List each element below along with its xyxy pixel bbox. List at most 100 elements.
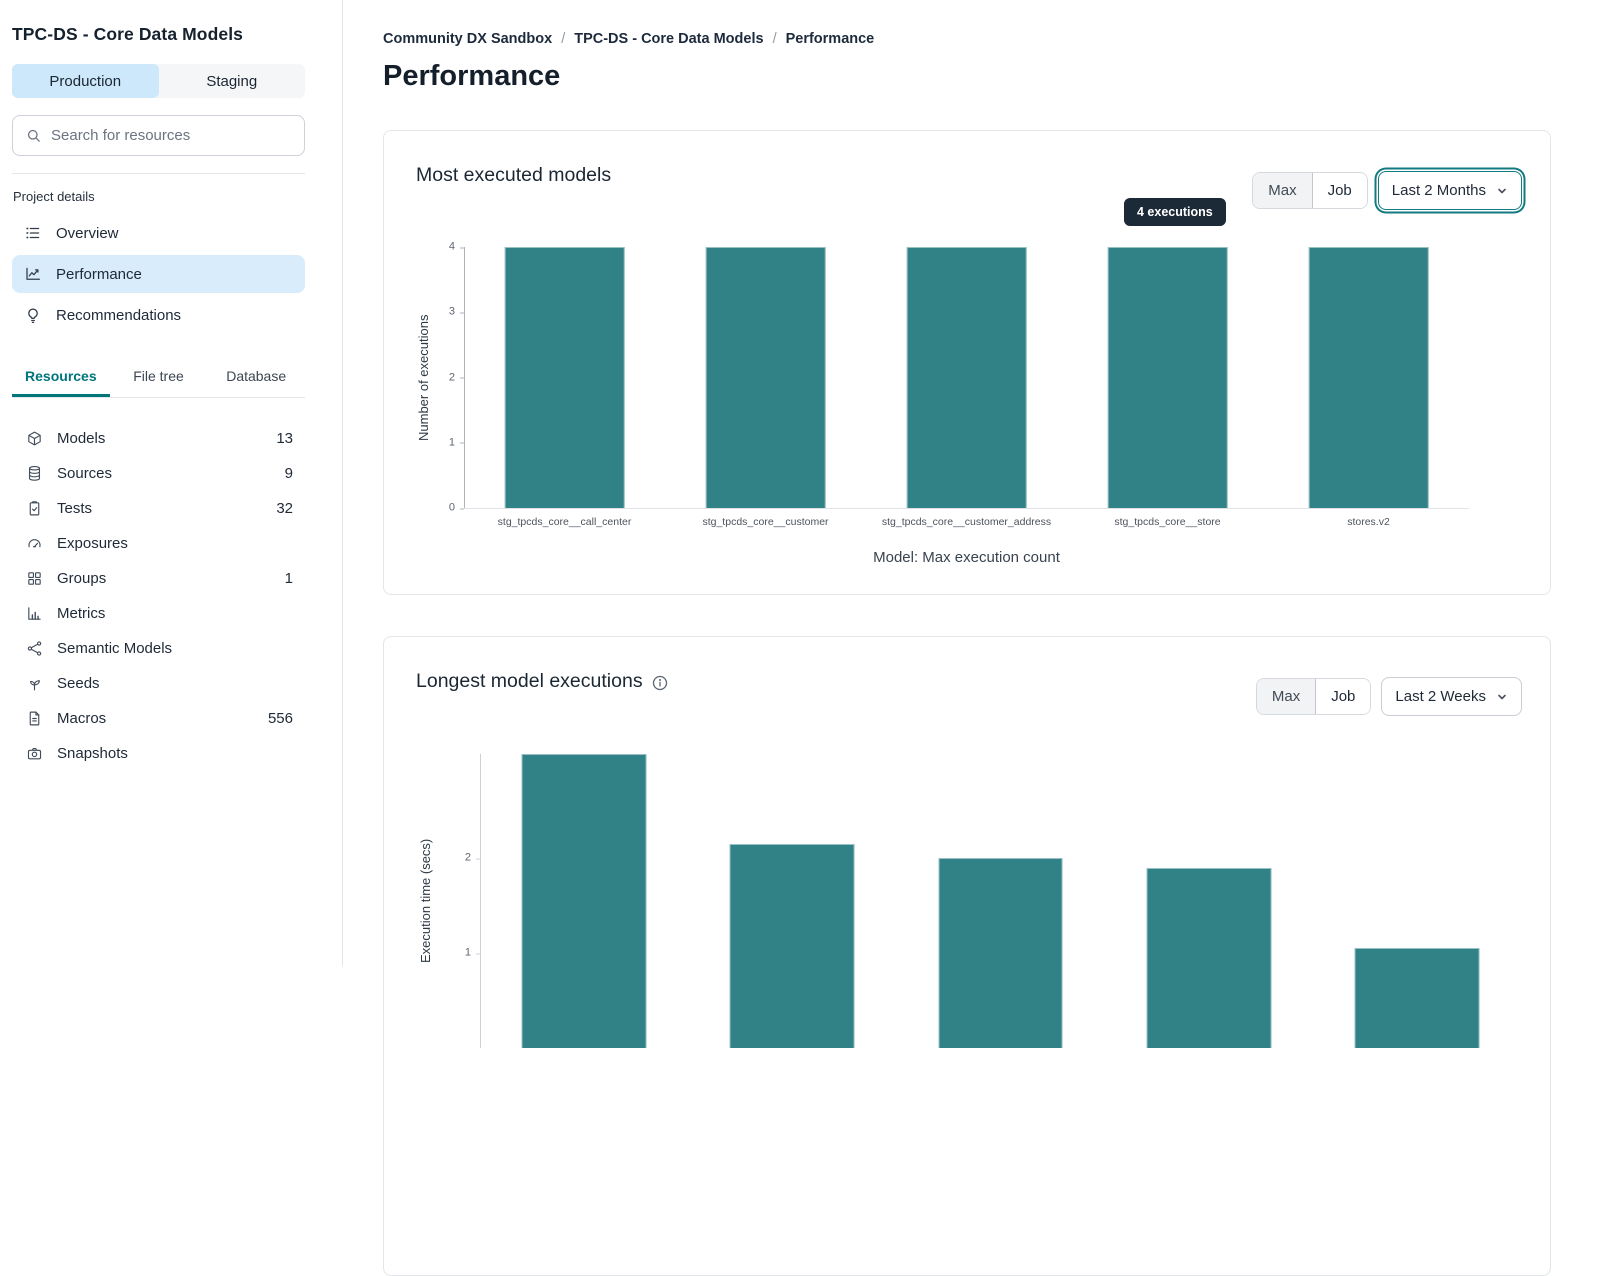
main-content: Community DX Sandbox / TPC-DS - Core Dat… — [343, 0, 1621, 966]
search-input[interactable] — [51, 127, 292, 144]
bar[interactable] — [1107, 247, 1228, 508]
tab-resources[interactable]: Resources — [12, 359, 110, 397]
bars — [480, 754, 1521, 1048]
resource-row-seeds[interactable]: Seeds — [12, 666, 305, 701]
resource-label: Seeds — [57, 675, 100, 692]
x-tick-label: stg_tpcds_core__customer — [702, 516, 828, 528]
breadcrumb-separator: / — [561, 31, 565, 47]
resource-row-tests[interactable]: Tests 32 — [12, 491, 305, 526]
bar[interactable] — [522, 754, 647, 1048]
bar[interactable] — [504, 247, 625, 508]
resource-label: Sources — [57, 465, 112, 482]
nodes-icon — [26, 640, 43, 657]
resource-row-exposures[interactable]: Exposures — [12, 526, 305, 561]
breadcrumb-item-current: Performance — [786, 31, 875, 47]
job-button[interactable]: Job — [1315, 679, 1370, 714]
tab-file-tree[interactable]: File tree — [110, 359, 208, 397]
date-range-dropdown[interactable]: Last 2 Months — [1378, 171, 1522, 210]
page-title: Performance — [383, 60, 1621, 93]
gauge-icon — [26, 535, 43, 552]
max-button[interactable]: Max — [1257, 679, 1315, 714]
resource-count: 556 — [268, 710, 293, 727]
y-tick: 3 — [449, 307, 455, 318]
chevron-down-icon — [1496, 691, 1508, 703]
max-job-toggle: Max Job — [1256, 678, 1372, 715]
bar[interactable] — [1146, 868, 1271, 1048]
x-axis-title: Model: Max execution count — [464, 549, 1469, 566]
resource-label: Models — [57, 430, 105, 447]
x-tick-label: stg_tpcds_core__store — [1114, 516, 1220, 528]
y-tick: 1 — [465, 948, 471, 959]
resource-label: Tests — [57, 500, 92, 517]
resource-label: Semantic Models — [57, 640, 172, 657]
bar[interactable] — [906, 247, 1027, 508]
clipboard-check-icon — [26, 500, 43, 517]
resource-row-sources[interactable]: Sources 9 — [12, 456, 305, 491]
resource-row-macros[interactable]: Macros 556 — [12, 701, 305, 736]
resource-tabs: Resources File tree Database — [12, 359, 305, 398]
resource-row-snapshots[interactable]: Snapshots — [12, 736, 305, 771]
resource-row-models[interactable]: Models 13 — [12, 421, 305, 456]
y-tick: 4 — [449, 242, 455, 253]
tab-database[interactable]: Database — [207, 359, 305, 397]
list-icon — [24, 224, 42, 242]
job-button[interactable]: Job — [1312, 173, 1367, 208]
lightbulb-icon — [24, 306, 42, 324]
resource-count: 9 — [285, 465, 293, 482]
trend-chart-icon — [24, 265, 42, 283]
x-tick-label: stores.v2 — [1347, 516, 1390, 528]
tab-production[interactable]: Production — [12, 64, 159, 98]
y-tick: 2 — [449, 372, 455, 383]
resource-row-metrics[interactable]: Metrics — [12, 596, 305, 631]
breadcrumb-item-project[interactable]: TPC-DS - Core Data Models — [574, 31, 763, 47]
x-tick-label: stg_tpcds_core__customer_address — [882, 516, 1051, 528]
project-title: TPC-DS - Core Data Models — [12, 24, 305, 45]
bar-chart: 4 3 2 1 0 stg_tpcds_core__call_center st… — [464, 247, 1469, 508]
bars: stg_tpcds_core__call_center stg_tpcds_co… — [464, 247, 1469, 508]
breadcrumb: Community DX Sandbox / TPC-DS - Core Dat… — [383, 31, 1621, 47]
camera-icon — [26, 745, 43, 762]
bar[interactable] — [705, 247, 826, 508]
grid-icon — [26, 570, 43, 587]
most-executed-models-card: Most executed models Max Job Last 2 Mont… — [383, 130, 1551, 595]
search-box[interactable] — [12, 115, 305, 156]
bar-chart-icon — [26, 605, 43, 622]
chart-title-text: Longest model executions — [416, 670, 643, 693]
resource-row-semantic-models[interactable]: Semantic Models — [12, 631, 305, 666]
resource-count: 1 — [285, 570, 293, 587]
y-axis-label: Number of executions — [416, 247, 431, 508]
max-button[interactable]: Max — [1253, 173, 1311, 208]
sidebar: TPC-DS - Core Data Models Production Sta… — [0, 0, 343, 966]
bar[interactable] — [938, 858, 1063, 1048]
cube-icon — [26, 430, 43, 447]
sidebar-divider — [12, 173, 305, 174]
tab-staging[interactable]: Staging — [159, 64, 306, 98]
bar-chart: 2 1 — [480, 754, 1521, 1048]
chevron-down-icon — [1496, 185, 1508, 197]
y-tick: 0 — [449, 503, 455, 514]
sidebar-item-recommendations[interactable]: Recommendations — [12, 296, 305, 334]
resource-label: Macros — [57, 710, 106, 727]
sidebar-item-label: Overview — [56, 225, 119, 242]
search-icon — [25, 127, 42, 144]
bar[interactable] — [1354, 948, 1479, 1048]
breadcrumb-item-account[interactable]: Community DX Sandbox — [383, 31, 552, 47]
date-range-value: Last 2 Weeks — [1395, 688, 1486, 705]
resource-label: Metrics — [57, 605, 105, 622]
environment-toggle: Production Staging — [12, 64, 305, 98]
resource-label: Snapshots — [57, 745, 128, 762]
resource-count: 13 — [276, 430, 293, 447]
bar[interactable] — [730, 844, 855, 1048]
chart-title: Most executed models — [416, 164, 611, 187]
resource-label: Exposures — [57, 535, 128, 552]
info-icon[interactable] — [652, 675, 668, 691]
resource-row-groups[interactable]: Groups 1 — [12, 561, 305, 596]
resource-count: 32 — [276, 500, 293, 517]
database-icon — [26, 465, 43, 482]
bar[interactable] — [1308, 247, 1429, 508]
date-range-dropdown[interactable]: Last 2 Weeks — [1381, 677, 1522, 716]
project-details-label: Project details — [13, 189, 305, 204]
sidebar-item-overview[interactable]: Overview — [12, 214, 305, 252]
sidebar-item-performance[interactable]: Performance — [12, 255, 305, 293]
y-axis-label: Execution time (secs) — [418, 754, 433, 1048]
